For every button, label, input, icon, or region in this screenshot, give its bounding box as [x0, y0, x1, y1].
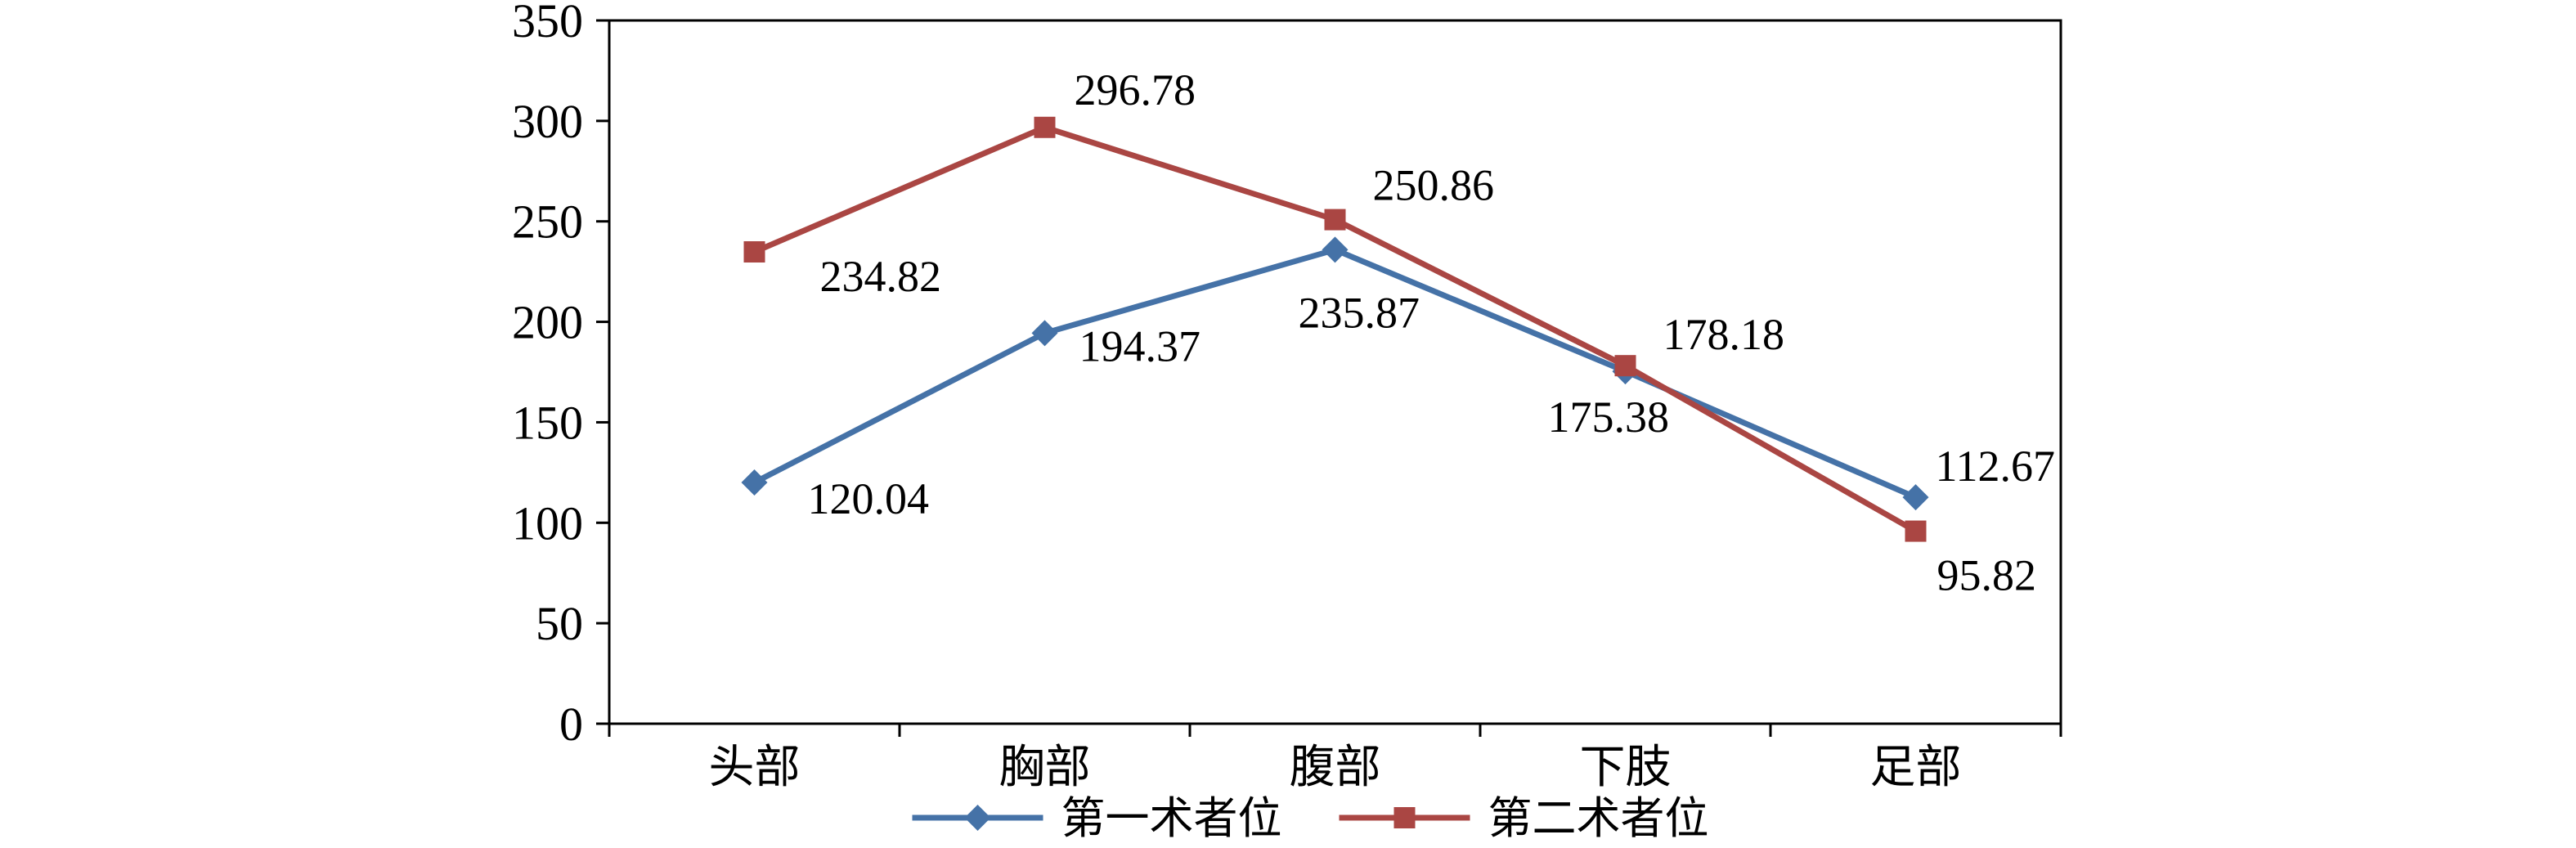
- data-label: 250.86: [1373, 161, 1495, 210]
- data-label: 235.87: [1299, 288, 1420, 337]
- y-tick-label: 250: [512, 195, 583, 249]
- category-label: 胸部: [999, 743, 1091, 793]
- category-label: 足部: [1870, 743, 1962, 793]
- y-tick-label: 200: [512, 296, 583, 349]
- y-axis: 0 50 100 150 200 250 300 350: [512, 0, 609, 751]
- square-marker: [1324, 209, 1346, 231]
- y-tick-label: 100: [512, 496, 583, 550]
- plot-border: [608, 19, 2062, 725]
- series-1: 234.82 296.78 250.86 178.18 95.82: [743, 65, 2037, 600]
- x-axis: 头部 胸部 腹部 下肢 足部: [608, 724, 2062, 793]
- data-label: 234.82: [820, 252, 942, 301]
- data-label: 120.04: [808, 474, 930, 523]
- square-marker: [743, 241, 765, 263]
- diamond-marker: [1902, 484, 1929, 511]
- legend-label: 第一术者位: [1061, 794, 1282, 843]
- diamond-marker: [1031, 320, 1058, 347]
- category-label: 头部: [709, 743, 801, 793]
- legend: 第一术者位 第二术者位: [912, 794, 1709, 843]
- data-label: 95.82: [1937, 551, 2037, 600]
- y-tick-label: 50: [536, 597, 583, 650]
- data-label: 296.78: [1075, 65, 1196, 114]
- data-label: 175.38: [1548, 393, 1670, 442]
- data-label: 112.67: [1936, 442, 2056, 491]
- diamond-marker: [741, 469, 768, 496]
- legend-label: 第二术者位: [1488, 794, 1709, 843]
- series-0: 120.04 194.37 235.87 175.38 112.67: [741, 236, 2056, 523]
- y-tick-label: 300: [512, 95, 583, 148]
- category-label: 下肢: [1580, 743, 1672, 793]
- y-tick-label: 150: [512, 396, 583, 449]
- diamond-marker: [1322, 236, 1349, 263]
- data-label: 178.18: [1663, 310, 1785, 359]
- category-label: 腹部: [1290, 743, 1381, 793]
- square-marker: [1614, 355, 1636, 377]
- square-marker: [1905, 520, 1927, 542]
- data-label: 194.37: [1079, 321, 1201, 370]
- legend-diamond-marker: [964, 805, 991, 831]
- y-tick-label: 350: [512, 0, 583, 47]
- legend-square-marker: [1393, 807, 1416, 828]
- y-tick-label: 0: [559, 698, 583, 751]
- square-marker: [1034, 116, 1056, 138]
